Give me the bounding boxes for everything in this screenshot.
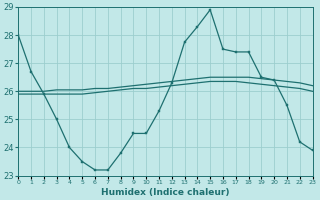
X-axis label: Humidex (Indice chaleur): Humidex (Indice chaleur): [101, 188, 230, 197]
